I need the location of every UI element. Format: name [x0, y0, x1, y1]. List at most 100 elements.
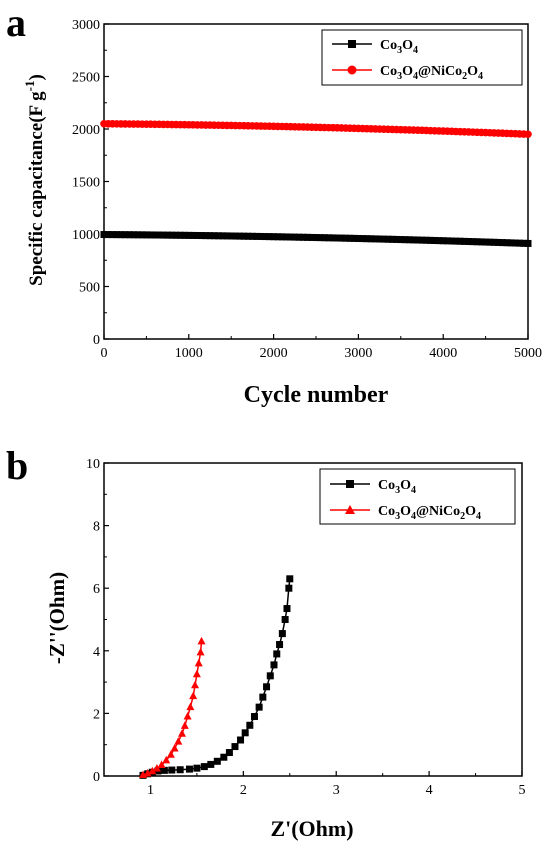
- panel-a-series-co3o4-point: [431, 236, 439, 244]
- panel-b-series-co3o4-point: [246, 721, 254, 729]
- panel-a-legend-marker-composite: [347, 65, 357, 75]
- panel-a-series-co3o4-point: [418, 236, 426, 244]
- legend-text-part: 3: [395, 511, 400, 522]
- panel-a-series-co3o4-point: [354, 234, 362, 242]
- panel-b-x-tick-label: 1: [147, 783, 154, 798]
- panel-a-legend-marker-co3o4: [348, 40, 356, 48]
- legend-text-part: 2: [462, 71, 467, 82]
- panel-a-series-co3o4-point: [456, 237, 464, 245]
- panel-a-series-co3o4-point: [312, 234, 320, 242]
- panel-a-series-co3o4-point: [511, 239, 519, 247]
- panel-a-y-tick-label: 2500: [72, 71, 100, 86]
- panel-a-series-co3o4-point: [367, 235, 375, 243]
- panel-a-series-co3o4-point: [477, 238, 485, 246]
- panel-b-series-co3o4-point: [259, 693, 267, 701]
- panel-a-series-co3o4-point: [435, 237, 443, 245]
- panel-a-series-co3o4-point: [155, 231, 163, 239]
- panel-a-series-co3o4-point: [499, 239, 507, 247]
- panel-b-series-co3o4-point: [220, 753, 228, 761]
- panel-a-series-co3o4-point: [346, 234, 354, 242]
- panel-a-series-co3o4-point: [333, 234, 341, 242]
- panel-a-y-axis-label-close: ): [26, 74, 47, 80]
- panel-b-series-co3o4-point: [283, 605, 291, 613]
- panel-b-series-co3o4-point: [285, 584, 293, 592]
- legend-text-part: 3: [395, 485, 400, 496]
- panel-a-series-co3o4-point: [473, 238, 481, 246]
- panel-b-x-tick-label: 2: [240, 783, 247, 798]
- panel-a-x-tick-label: 2000: [260, 346, 288, 361]
- panel-a-series-co3o4-point: [516, 239, 524, 247]
- panel-a-legend-box: [321, 29, 523, 86]
- panel-b-series-co3o4-point: [207, 760, 215, 768]
- panel-a-x-axis-label: Cycle number: [244, 382, 389, 408]
- panel-b-series-composite-point: [166, 750, 175, 758]
- panel-a-series-co3o4-point: [100, 231, 108, 239]
- panel-a-series-co3o4-point: [448, 237, 456, 245]
- panel-a-ticks: 0 1000 2000 3000 4000 5000 0 500 1000 1500 2000 250…: [72, 18, 542, 361]
- legend-text-part: O: [402, 64, 413, 79]
- legend-text-part: O: [400, 478, 411, 493]
- panel-a-series-co3o4-point: [460, 237, 468, 245]
- panel-a-legend: Co3O4 Co3O4@NiCo2O4: [321, 29, 523, 86]
- panel-b-series-composite-point: [152, 763, 161, 772]
- panel-b-y-axis-label: -Z''(Ohm): [45, 572, 69, 664]
- panel-a-series-co3o4-point: [168, 231, 176, 239]
- panel-b-series-composite-point: [174, 737, 183, 745]
- legend-text-part: 4: [411, 511, 416, 522]
- legend-text-part: @NiCo: [416, 504, 460, 519]
- panel-a-series-co3o4-point: [210, 232, 218, 240]
- legend-text-part: @NiCo: [418, 64, 462, 79]
- panel-a-series-co3o4-point: [465, 238, 473, 246]
- panel-b-series-composite-point: [170, 743, 179, 752]
- panel-a-series-co3o4-point: [142, 231, 150, 239]
- panel-b-series-co3o4-point: [250, 713, 258, 721]
- panel-a-legend-label-co3o4: Co3O4: [380, 38, 418, 56]
- panel-b-y-tick-label: 4: [93, 645, 100, 660]
- panel-a-series-co3o4-point: [397, 236, 405, 244]
- panel-b-series-co3o4-point: [278, 630, 286, 638]
- panel-a-series-co3o4-point: [380, 235, 388, 243]
- panel-b-series-composite-point: [192, 669, 201, 678]
- panel-a-series-co3o4-point: [134, 231, 142, 239]
- panel-a-series-co3o4-point: [138, 231, 146, 239]
- panel-a-series-co3o4-point: [130, 231, 138, 239]
- panel-a-series-co3o4-point: [426, 236, 434, 244]
- panel-a-series-co3o4-point: [316, 234, 324, 242]
- panel-a-legend-label-composite: Co3O4@NiCo2O4: [380, 64, 483, 82]
- panel-b-series-composite-point: [180, 721, 189, 729]
- panel-a-series-co3o4-point: [147, 231, 155, 239]
- panel-a-series-co3o4-point: [304, 233, 312, 241]
- panel-a-series-co3o4-point: [206, 232, 214, 240]
- panel-a-series-co3o4-point: [388, 235, 396, 243]
- panel-b-x-tick-label: 4: [426, 783, 433, 798]
- panel-a-series-co3o4-point: [172, 231, 180, 239]
- panel-b-series-co3o4-point: [276, 641, 284, 649]
- panel-a-series-co3o4-point: [287, 233, 295, 241]
- panel-a-series-co3o4-point: [202, 232, 210, 240]
- panel-b-series-composite-point: [197, 636, 206, 645]
- panel-a-series-co3o4-point: [214, 232, 222, 240]
- panel-a-series-co3o4-point: [253, 232, 261, 240]
- panel-b-series-co3o4-point: [270, 661, 278, 669]
- panel-a-y-tick-label: 3000: [72, 18, 100, 33]
- panel-a-y-tick-label: 500: [79, 281, 100, 296]
- panel-a-series-co3o4-point: [363, 235, 371, 243]
- panel-a-series-co3o4-point: [507, 239, 515, 247]
- panel-a-series-co3o4-point: [274, 233, 282, 241]
- panel-b-series-composite-point: [196, 647, 205, 656]
- panel-b-legend-marker-co3o4: [346, 480, 354, 488]
- panel-a-series-co3o4-point: [227, 232, 235, 240]
- panel-b-series-co3o4-point: [266, 672, 274, 680]
- panel-a-series-co3o4-point: [181, 231, 189, 239]
- panel-b-legend-label-composite: Co3O4@NiCo2O4: [378, 504, 481, 522]
- panel-b-y-tick-label: 6: [93, 582, 100, 597]
- panel-a-y-axis-label-sup: -1: [22, 80, 37, 91]
- panel-a-series-co3o4-point: [384, 235, 392, 243]
- panel-a-series-co3o4-point: [236, 232, 244, 240]
- panel-a-series-co3o4-point: [439, 237, 447, 245]
- panel-a-series-co3o4-point: [393, 235, 401, 243]
- panel-a-series-co3o4-point: [193, 231, 201, 239]
- panel-b-legend-box: [319, 468, 516, 525]
- legend-text-part: O: [465, 504, 476, 519]
